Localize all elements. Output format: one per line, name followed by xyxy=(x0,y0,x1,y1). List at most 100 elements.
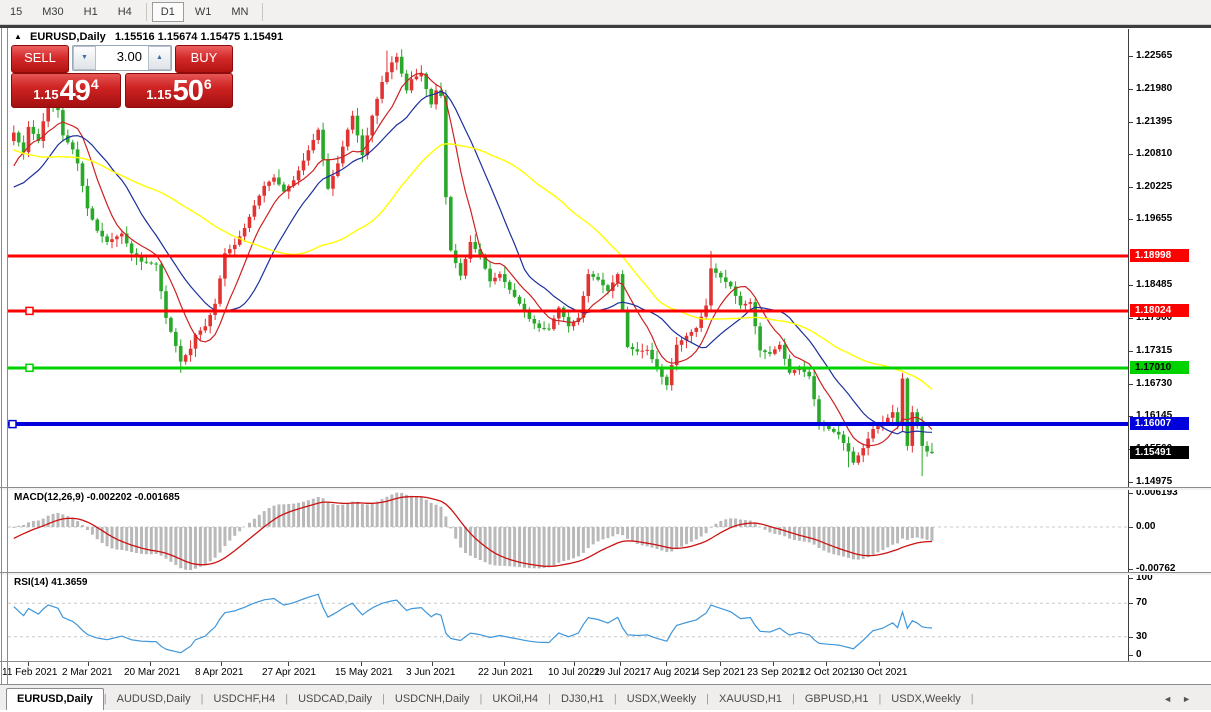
candle-body xyxy=(552,318,556,330)
chart-tab-gbpusd-h1[interactable]: GBPUSD,H1 xyxy=(804,693,869,705)
price-axis-tick xyxy=(1129,88,1133,90)
price-axis-tick xyxy=(1129,317,1133,319)
time-axis-tick xyxy=(826,662,827,666)
price-axis-label: 1.14975 xyxy=(1136,476,1173,488)
price-axis-label: 1.17315 xyxy=(1136,344,1173,356)
macd-axis-tick xyxy=(1129,527,1133,528)
candle-body xyxy=(719,272,723,278)
candle-body xyxy=(895,412,900,426)
candle-body xyxy=(650,349,654,360)
chart-ohlc-values: 1.15516 1.15674 1.15475 1.15491 xyxy=(114,31,284,43)
buy-button[interactable]: BUY xyxy=(175,45,233,73)
sell-price-big: 49 xyxy=(59,75,91,107)
timeframe-button-D1[interactable]: D1 xyxy=(151,2,184,22)
level-line-1.18024[interactable] xyxy=(8,309,1128,313)
candle-body xyxy=(355,115,360,136)
timeframe-button-H1[interactable]: H1 xyxy=(83,6,98,18)
chart-tab-audusd-daily[interactable]: AUDUSD,Daily xyxy=(116,693,191,705)
rsi-panel-separator-top[interactable] xyxy=(0,572,1211,573)
macd-signal-line xyxy=(13,495,933,568)
candle-body xyxy=(660,368,664,377)
chart-tab-xauusd-h1[interactable]: XAUUSD,H1 xyxy=(719,693,782,705)
tab-scroll-arrows[interactable]: ◄► xyxy=(1163,694,1211,710)
candle-body xyxy=(566,317,571,327)
chart-tab-eurusd-daily[interactable]: EURUSD,Daily xyxy=(6,688,104,710)
level-line-handle-1.18024[interactable] xyxy=(25,306,34,316)
rsi-axis-tick xyxy=(1129,636,1133,638)
candle-body xyxy=(395,56,399,63)
candle-body xyxy=(679,340,684,345)
rsi-panel-separator-body xyxy=(0,573,1211,575)
price-axis-label: 1.16730 xyxy=(1136,377,1173,389)
candle-body xyxy=(370,115,374,136)
candle-body xyxy=(920,423,924,446)
level-line-handle-1.16007[interactable] xyxy=(8,419,17,429)
chart-tab-dj30-h1[interactable]: DJ30,H1 xyxy=(561,693,604,705)
chart-tab-usdchf-h4[interactable]: USDCHF,H4 xyxy=(213,693,276,705)
macd-panel-separator-top[interactable] xyxy=(0,487,1211,488)
candle-body xyxy=(886,417,890,424)
candle-body xyxy=(861,448,865,456)
candle-body xyxy=(591,274,595,277)
price-axis-label: 1.19655 xyxy=(1136,213,1173,225)
chart-tab-usdcad-daily[interactable]: USDCAD,Daily xyxy=(298,693,373,705)
volume-decrease-button[interactable]: ▼ xyxy=(73,46,96,70)
macd-axis-label: 0.006193 xyxy=(1136,486,1178,498)
time-axis-label: 22 Jun 2021 xyxy=(478,667,534,678)
timeframe-button-15[interactable]: 15 xyxy=(10,6,23,18)
timeframe-button-W1[interactable]: W1 xyxy=(194,6,212,18)
sell-price-display[interactable]: 1.15 49 4 xyxy=(11,73,121,108)
buy-price-display[interactable]: 1.15 50 6 xyxy=(124,73,233,108)
time-axis-label: 8 Apr 2021 xyxy=(195,667,244,678)
chart-tab-bar: EURUSD,Daily | AUDUSD,Daily | USDCHF,H4 | USDC… xyxy=(0,685,1211,710)
rsi-line xyxy=(13,593,933,654)
price-axis-tick xyxy=(1129,55,1133,57)
tab-separator: | xyxy=(382,693,385,705)
rsi-axis-label: 100 xyxy=(1136,572,1153,583)
timeframe-button-M30[interactable]: M30 xyxy=(42,6,64,18)
macd-panel-separator-body xyxy=(0,488,1211,490)
tab-separator: | xyxy=(479,693,483,705)
candle-body xyxy=(517,296,522,304)
chart-tab-usdx-weekly[interactable]: USDX,Weekly xyxy=(626,693,697,705)
price-axis-tick xyxy=(1129,154,1133,156)
one-click-trading-panel: SELL ▼ 3.00 ▲ BUY 1.15 49 4 1.15 50 6 xyxy=(11,45,233,108)
candle-body xyxy=(375,98,379,116)
level-line-1.17010[interactable] xyxy=(8,366,1128,370)
candle-body xyxy=(174,331,178,346)
time-axis-tick xyxy=(361,662,362,666)
candle-body xyxy=(233,244,237,250)
chart-tab-usdcnh-daily[interactable]: USDCNH,Daily xyxy=(394,693,470,705)
candle-body xyxy=(581,295,586,318)
collapse-panel-icon[interactable]: ▲ xyxy=(14,32,22,41)
sell-button[interactable]: SELL xyxy=(11,45,69,73)
timeframe-button-H4[interactable]: H4 xyxy=(117,6,132,18)
timeframe-toolbar: 15 M30 H1 H4 D1 W1 MN xyxy=(0,0,1211,25)
candle-body xyxy=(139,257,144,262)
tab-scroll-right-icon[interactable]: ► xyxy=(1182,694,1201,704)
candle-body xyxy=(115,236,119,240)
chart-tab-ukoil-h4[interactable]: UKOil,H4 xyxy=(492,693,539,705)
tab-scroll-left-icon[interactable]: ◄ xyxy=(1163,694,1183,704)
price-chart-canvas[interactable] xyxy=(8,29,1128,661)
price-axis-label: 1.21980 xyxy=(1136,82,1173,94)
tab-separator: | xyxy=(878,693,882,705)
candle-body xyxy=(473,242,478,249)
price-axis-tick xyxy=(1129,219,1133,221)
candle-body xyxy=(331,176,335,189)
candle-body xyxy=(311,140,316,151)
candle-body xyxy=(488,268,492,282)
sell-price-prefix: 1.15 xyxy=(33,87,59,102)
candle-body xyxy=(635,349,640,352)
time-axis[interactable]: 11 Feb 2021 2 Mar 2021 20 Mar 2021 8 Apr 20… xyxy=(0,662,1211,684)
volume-input[interactable]: 3.00 xyxy=(96,46,148,70)
level-line-1.16007[interactable] xyxy=(8,422,1128,427)
timeframe-button-MN[interactable]: MN xyxy=(231,6,249,18)
candle-body xyxy=(203,326,208,331)
trade-prices-row: 1.15 49 4 1.15 50 6 xyxy=(11,73,233,108)
chart-tab-usdx-weekly-2[interactable]: USDX,Weekly xyxy=(891,693,961,705)
candle-body xyxy=(16,132,21,143)
level-line-1.18998[interactable] xyxy=(8,254,1128,258)
volume-increase-button[interactable]: ▲ xyxy=(148,46,171,70)
level-line-handle-1.17010[interactable] xyxy=(25,363,34,373)
